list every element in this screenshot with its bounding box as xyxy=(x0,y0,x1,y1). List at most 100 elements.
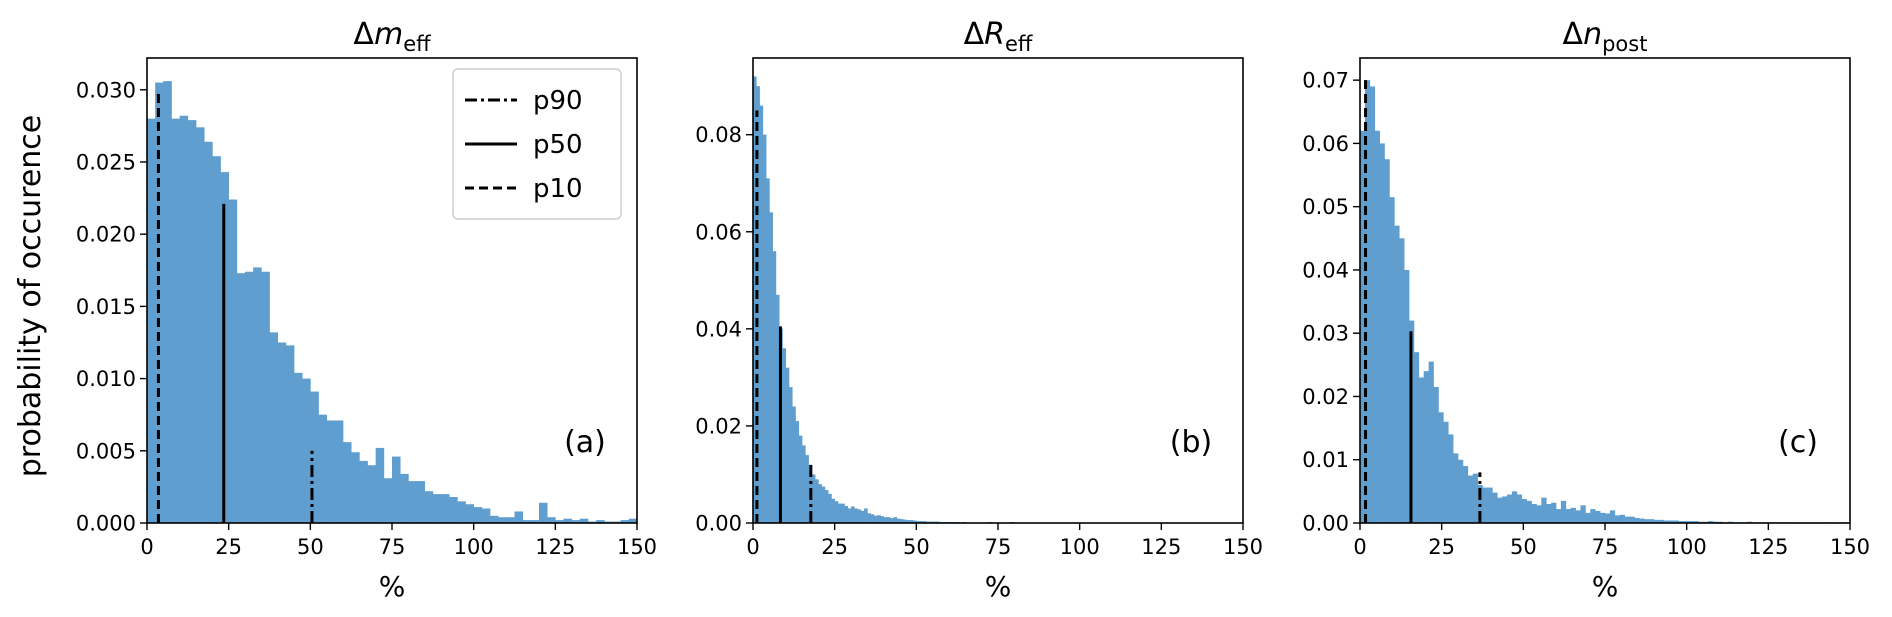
histogram-bar xyxy=(392,456,401,523)
x-tick-label: 125 xyxy=(1748,535,1788,559)
x-tick-label: 100 xyxy=(454,535,494,559)
histogram-bar xyxy=(824,489,829,523)
histogram-bar xyxy=(1600,512,1606,523)
panel-a: 0 25 50 75 100 125 150 0.000 0.005 0.010 0.015 0.02… xyxy=(76,17,657,603)
histogram-bar xyxy=(844,506,849,523)
histogram-bar xyxy=(818,484,822,523)
histogram-bar xyxy=(864,508,868,523)
x-tick-label: 50 xyxy=(903,535,930,559)
histogram-bar xyxy=(1482,487,1488,523)
histogram-bar xyxy=(1360,130,1366,523)
histogram-bar xyxy=(867,513,871,523)
histogram-bar xyxy=(408,481,417,523)
histogram-bar xyxy=(916,521,920,523)
histogram-bar xyxy=(277,342,287,523)
histogram-bar xyxy=(1565,509,1572,523)
histogram-bar xyxy=(828,493,832,523)
histogram-bar xyxy=(893,517,898,523)
x-tick-label: 100 xyxy=(1667,535,1707,559)
y-tick-label: 0.04 xyxy=(1302,258,1349,282)
histogram-bar xyxy=(1526,500,1532,523)
histogram-bar xyxy=(847,508,852,523)
histogram-bar xyxy=(841,503,845,523)
x-tick-label: 75 xyxy=(985,535,1012,559)
histogram-bar xyxy=(1654,519,1660,523)
histogram-bar xyxy=(795,421,800,523)
x-tick-label: 150 xyxy=(1223,535,1263,559)
histogram-bar xyxy=(228,199,238,523)
histogram-bar xyxy=(522,520,532,523)
histogram-bar xyxy=(1399,238,1405,523)
histogram-bar xyxy=(782,348,787,523)
histogram-bar xyxy=(334,420,344,523)
histogram-bar xyxy=(1688,521,1694,523)
histogram-bar xyxy=(1556,509,1562,523)
histogram-bar xyxy=(1423,371,1429,523)
panel-c: 0 25 50 75 100 125 150 0.00 0.01 0.02 0.03 0.04 0.05… xyxy=(1302,17,1870,603)
histogram-bar xyxy=(1443,421,1449,523)
y-tick-label: 0.005 xyxy=(76,439,136,463)
histogram-bar xyxy=(834,501,839,523)
histogram-bar xyxy=(1609,510,1616,523)
histogram-bar xyxy=(171,118,181,524)
x-tick-label: 0 xyxy=(1353,535,1366,559)
histogram-bar xyxy=(1614,515,1621,523)
histogram-bar xyxy=(1467,475,1474,523)
panel-title: Δmeff xyxy=(353,17,431,56)
y-tick-label: 0.00 xyxy=(695,512,742,536)
x-tick-label: 25 xyxy=(215,535,242,559)
histogram-bar xyxy=(798,435,803,523)
histogram-bar xyxy=(877,515,881,523)
y-tick-label: 0.000 xyxy=(76,512,136,536)
histogram-bar xyxy=(261,271,270,523)
histogram-bar xyxy=(318,414,328,523)
histogram-bar xyxy=(326,420,336,523)
y-tick-label: 0.03 xyxy=(1302,322,1349,346)
histogram-bar xyxy=(179,115,189,523)
histogram-bar xyxy=(498,517,507,523)
histogram-bar xyxy=(245,271,254,523)
histogram-bar xyxy=(896,518,901,523)
histogram-bar xyxy=(628,518,638,523)
y-tick-label: 0.06 xyxy=(1302,132,1349,156)
histogram-bar xyxy=(310,391,319,523)
histogram-bar xyxy=(1516,494,1523,523)
histogram-bar xyxy=(1379,143,1385,523)
histogram-bar xyxy=(1507,494,1513,523)
histogram-bar xyxy=(775,294,780,523)
y-tick-label: 0.01 xyxy=(1302,448,1349,472)
histogram-bar xyxy=(196,127,205,523)
y-tick-label: 0.020 xyxy=(76,223,136,247)
histogram-bar xyxy=(1438,412,1444,523)
histogram-bar xyxy=(1364,80,1371,523)
histogram-bar xyxy=(805,455,809,523)
histogram-bar xyxy=(1453,453,1459,523)
histogram-bar xyxy=(903,519,907,523)
histogram-bar xyxy=(1369,86,1376,523)
histogram-bar xyxy=(1605,513,1611,523)
histogram-bar xyxy=(900,519,904,523)
histogram-bar xyxy=(886,517,891,523)
histogram-bar xyxy=(1487,487,1493,523)
histogram-bar xyxy=(857,509,862,523)
histogram-bar xyxy=(302,378,311,523)
panel-label: (b) xyxy=(1170,425,1212,460)
histogram-bar xyxy=(1560,500,1567,523)
x-axis-label: % xyxy=(379,570,406,603)
x-tick-label: 25 xyxy=(821,535,848,559)
histogram-bar xyxy=(788,387,793,523)
histogram-bar xyxy=(163,81,172,524)
x-tick-label: 50 xyxy=(1510,535,1537,559)
x-tick-label: 0 xyxy=(746,535,759,559)
histogram-bar xyxy=(1497,497,1503,523)
y-tick-label: 0.06 xyxy=(695,220,742,244)
histogram-bar xyxy=(1472,473,1478,523)
histogram-bar xyxy=(1536,505,1542,523)
histogram-bar xyxy=(147,118,156,524)
histogram-bar xyxy=(854,508,858,523)
histogram-bar xyxy=(919,521,924,523)
histogram-bar xyxy=(1413,352,1420,523)
panels: 0 25 50 75 100 125 1500.0000.0050.0100.0150.02… xyxy=(76,17,1870,603)
x-axis-label: % xyxy=(985,570,1012,603)
histogram-bar xyxy=(1575,510,1581,523)
